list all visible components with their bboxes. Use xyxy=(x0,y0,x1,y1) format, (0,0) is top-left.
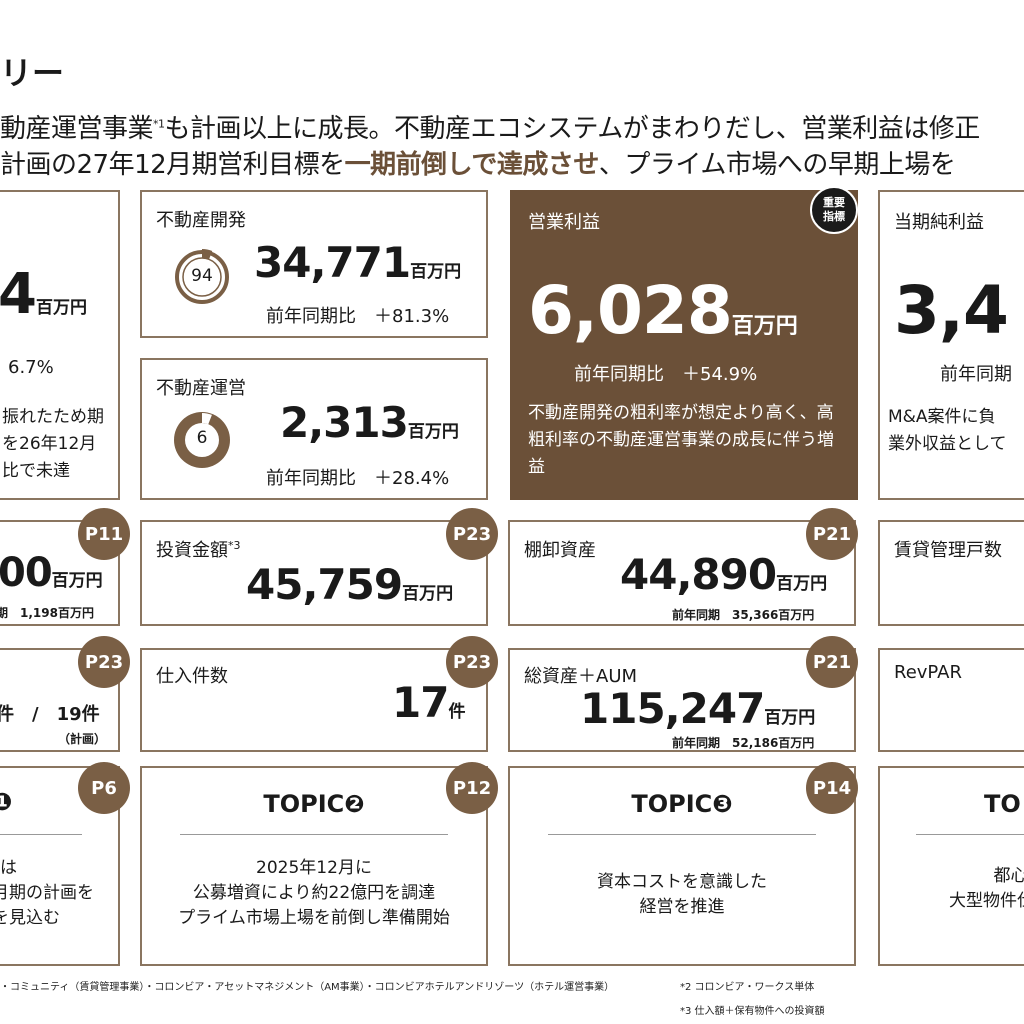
purchase-value: 17 xyxy=(392,678,449,727)
topic-2-divider xyxy=(180,834,448,835)
assets-prev: 前年同期 52,186百万円 xyxy=(672,736,815,750)
card-net-income: 当期純利益 3,4 前年同期 M&A案件に負 業外収益として xyxy=(878,190,1024,500)
inventory-value: 44,890 xyxy=(620,550,777,599)
topic-3-title: TOPIC❸ xyxy=(631,790,733,818)
op-income-unit: 百万円 xyxy=(731,314,798,339)
card-topic-4: TO 都心・ 大型物件仕入 xyxy=(878,766,1024,966)
card-operating-income: 営業利益 6,028百万円 前年同期比 ＋54.9% 不動産開発の粗利率が想定よ… xyxy=(510,190,858,500)
net-income-desc: M&A案件に負 業外収益として xyxy=(888,407,1007,454)
ops-unit: 百万円 xyxy=(407,422,459,442)
inventory-label: 棚卸資産 xyxy=(524,540,596,561)
ops-yoy: 前年同期比 ＋28.4% xyxy=(266,468,450,489)
topic-2-text: 2025年12月に 公募増資により約22億円を調達 プライム市場上場を前倒し準備… xyxy=(178,858,450,928)
topic-3-text: 資本コストを意識した 経営を推進 xyxy=(597,872,767,917)
op-income-label: 営業利益 xyxy=(528,212,600,233)
card-rental-units: 賃貸管理戸数 xyxy=(878,520,1024,626)
row2-left-value: 00 xyxy=(0,550,53,596)
dev-value: 34,771 xyxy=(254,238,411,287)
card-inventory: 棚卸資産 44,890百万円 前年同期 35,366百万円 xyxy=(508,520,856,626)
page-ref-badge[interactable]: P21 xyxy=(806,508,858,560)
page-ref-badge[interactable]: P12 xyxy=(446,762,498,814)
card-total-assets-aum: 総資産＋AUM 115,247百万円 前年同期 52,186百万円 xyxy=(508,648,856,752)
footnote-3: *3 仕入額＋保有物件への投資額 xyxy=(680,1006,825,1017)
revenue-value: 4 xyxy=(0,262,37,327)
card-real-estate-operations: 不動産運営 6 2,313百万円 前年同期比 ＋28.4% xyxy=(140,358,488,500)
page-ref-badge[interactable]: P23 xyxy=(446,508,498,560)
net-income-label: 当期純利益 xyxy=(894,212,984,233)
dev-yoy: 前年同期比 ＋81.3% xyxy=(266,306,450,327)
card-topic-2: TOPIC❷ 2025年12月に 公募増資により約22億円を調達 プライム市場上… xyxy=(140,766,488,966)
card-real-estate-development: 不動産開発 94 34,771百万円 前年同期比 ＋81.3% xyxy=(140,190,488,338)
assets-label: 総資産＋AUM xyxy=(524,666,638,687)
card-revenue-partial: 4百万円 6.7% 振れたため期 を26年12月 比で未達 xyxy=(0,190,120,500)
ops-ring-value: 6 xyxy=(196,428,208,448)
assets-value: 115,247 xyxy=(580,684,765,733)
topic-4-title: TO xyxy=(984,790,1021,818)
lead-line-2: 計画の27年12月期営利目標を一期前倒しで達成させ、プライム市場への早期上場を xyxy=(0,150,956,180)
dev-ring-chart xyxy=(175,249,229,304)
revenue-yoy: 6.7% xyxy=(8,357,54,378)
dev-label: 不動産開発 xyxy=(156,210,246,231)
row3-left-value: 件 / 19件 xyxy=(0,704,100,725)
topic-1-divider xyxy=(0,834,82,835)
assets-unit: 百万円 xyxy=(764,708,816,728)
revenue-desc: 振れたため期 を26年12月 比で未達 xyxy=(2,407,104,481)
card-purchase-count: 仕入件数 17件 xyxy=(140,648,488,752)
row2-left-unit: 百万円 xyxy=(51,571,103,591)
page-ref-badge[interactable]: P23 xyxy=(78,636,130,688)
row3-left-note: （計画） xyxy=(58,732,107,746)
page-ref-badge[interactable]: P14 xyxy=(806,762,858,814)
invest-label: 投資金額*3 xyxy=(156,539,241,561)
invest-value: 45,759 xyxy=(246,560,403,609)
topic-4-divider xyxy=(916,834,1024,835)
card-revpar: RevPAR xyxy=(878,648,1024,752)
topic-1-title-fragment: ❶ xyxy=(0,788,12,816)
op-income-desc: 不動産開発の粗利率が想定より高く、高粗利率の不動産運営事業の成長に伴う増益 xyxy=(528,403,834,477)
op-income-yoy: 前年同期比 ＋54.9% xyxy=(574,364,758,385)
page-ref-badge[interactable]: P6 xyxy=(78,762,130,814)
invest-unit: 百万円 xyxy=(402,584,454,604)
footnote-2: *2 コロンビア・ワークス単体 xyxy=(680,982,815,993)
revenue-unit: 百万円 xyxy=(35,298,87,318)
topic-2-title: TOPIC❷ xyxy=(263,790,365,818)
purchase-unit: 件 xyxy=(448,702,466,722)
ops-value: 2,313 xyxy=(280,398,409,447)
page-ref-badge[interactable]: P23 xyxy=(446,636,498,688)
op-income-value: 6,028 xyxy=(528,272,733,349)
key-indicator-badge: 重要 指標 xyxy=(810,186,858,234)
inventory-unit: 百万円 xyxy=(776,574,828,594)
ops-ring-gap xyxy=(202,413,212,425)
net-income-yoy: 前年同期 xyxy=(940,364,1012,385)
topic-3-divider xyxy=(548,834,816,835)
rental-units-label: 賃貸管理戸数 xyxy=(894,540,1002,561)
topic-4-text: 都心・ 大型物件仕入 xyxy=(949,866,1024,911)
inventory-prev: 前年同期 35,366百万円 xyxy=(672,608,815,622)
revpar-label: RevPAR xyxy=(894,662,962,683)
row2-left-prev: 期 1,198百万円 xyxy=(0,606,94,620)
net-income-value: 3,4 xyxy=(894,272,1009,349)
footnote-1: ・コミュニティ（賃貸管理事業）・コロンビア・アセットマネジメント（AM事業）・コ… xyxy=(0,982,615,993)
card-topic-3: TOPIC❸ 資本コストを意識した 経営を推進 xyxy=(508,766,856,966)
page-ref-badge[interactable]: P21 xyxy=(806,636,858,688)
page-title: リー xyxy=(0,54,65,92)
dev-ring-value: 94 xyxy=(191,266,213,286)
dev-ring-segment xyxy=(202,249,213,260)
page-ref-badge[interactable]: P11 xyxy=(78,508,130,560)
ops-label: 不動産運営 xyxy=(156,378,246,399)
lead-line-1: 動産運営事業*1も計画以上に成長。不動産エコシステムがまわりだし、営業利益は修正 xyxy=(0,114,980,144)
ops-ring-chart xyxy=(174,412,230,468)
dev-unit: 百万円 xyxy=(410,262,462,282)
card-investment-amount: 投資金額*3 45,759百万円 xyxy=(140,520,488,626)
purchase-label: 仕入件数 xyxy=(156,666,228,687)
